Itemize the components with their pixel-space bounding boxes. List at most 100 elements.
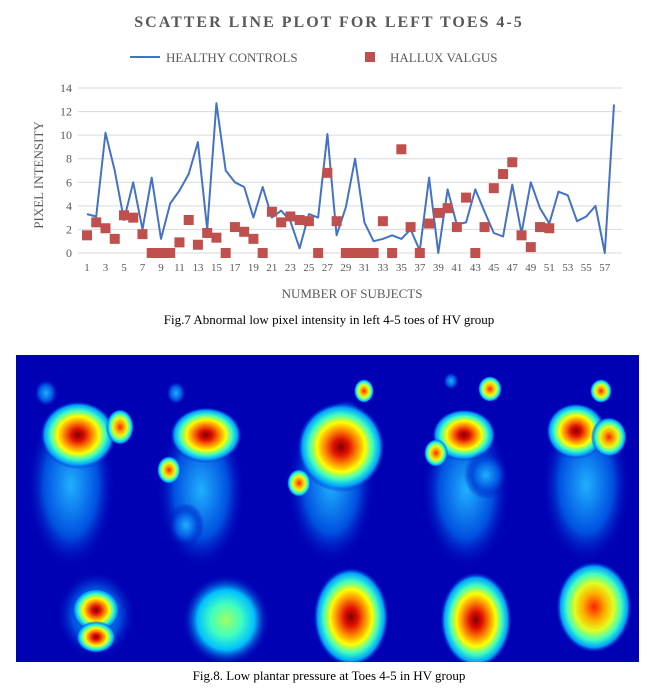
hallux-valgus-point xyxy=(535,222,546,233)
hallux-valgus-point xyxy=(192,239,203,250)
hallux-valgus-point xyxy=(322,167,333,178)
hallux-valgus-point xyxy=(396,144,407,155)
hallux-valgus-point xyxy=(165,248,176,258)
hallux-valgus-point xyxy=(202,227,213,238)
figure-7-caption: Fig.7 Abnormal low pixel intensity in le… xyxy=(163,312,495,327)
hallux-valgus-point xyxy=(146,248,157,258)
hallux-valgus-point xyxy=(340,248,351,258)
x-tick-label: 1 xyxy=(84,262,90,274)
x-tick-label: 25 xyxy=(303,262,315,274)
x-tick-label: 43 xyxy=(470,262,482,274)
hallux-valgus-point xyxy=(451,222,462,233)
x-tick-label: 41 xyxy=(451,262,462,274)
hallux-valgus-point xyxy=(285,211,296,222)
hallux-valgus-point xyxy=(414,248,425,258)
hallux-valgus-point xyxy=(516,230,527,241)
healthy-controls-series xyxy=(86,102,615,254)
chart-title: SCATTER LINE PLOT FOR LEFT TOES 4-5 xyxy=(134,14,524,31)
y-tick-label: 2 xyxy=(66,222,72,236)
figure-8-caption: Fig.8. Low plantar pressure at Toes 4-5 … xyxy=(192,668,466,683)
hallux-valgus-point xyxy=(220,248,231,258)
x-tick-label: 39 xyxy=(433,262,445,274)
hallux-valgus-point xyxy=(405,222,416,233)
y-tick-label: 0 xyxy=(66,246,72,260)
hallux-valgus-point xyxy=(350,248,361,258)
scatter-line-chart: SCATTER LINE PLOT FOR LEFT TOES 4-5 HEAL… xyxy=(31,14,622,301)
hallux-valgus-point xyxy=(498,169,509,180)
x-tick-label: 35 xyxy=(396,262,408,274)
hallux-valgus-point xyxy=(276,217,287,228)
x-tick-label: 17 xyxy=(229,262,241,274)
hallux-valgus-point xyxy=(257,248,268,258)
x-axis-ticks: 1 3 5 7 9 11 13 15 17 19 21 23 25 27 29 31 33 35 37 39 41 43 4… xyxy=(84,262,611,274)
hallux-valgus-point xyxy=(91,217,102,228)
hallux-valgus-point xyxy=(239,226,250,237)
x-tick-label: 47 xyxy=(507,262,519,274)
y-tick-label: 12 xyxy=(60,105,72,119)
hallux-valgus-point xyxy=(359,248,370,258)
legend-hallux-valgus: HALLUX VALGUS xyxy=(390,50,498,65)
x-tick-label: 23 xyxy=(285,262,297,274)
x-tick-label: 11 xyxy=(174,262,185,274)
x-tick-label: 57 xyxy=(599,262,611,274)
x-tick-label: 51 xyxy=(544,262,555,274)
hallux-valgus-point xyxy=(266,206,277,217)
hallux-valgus-point xyxy=(313,248,324,258)
hallux-valgus-point xyxy=(525,242,536,253)
hallux-valgus-point xyxy=(100,223,111,234)
hallux-valgus-point xyxy=(424,218,435,229)
hallux-valgus-point xyxy=(128,212,139,223)
hallux-valgus-point xyxy=(294,215,305,225)
x-tick-label: 29 xyxy=(340,262,352,274)
healthy-controls-line xyxy=(86,102,615,254)
hallux-valgus-series xyxy=(82,144,555,258)
hallux-valgus-point xyxy=(174,237,185,248)
hallux-valgus-point xyxy=(109,233,120,244)
x-axis-label: NUMBER OF SUBJECTS xyxy=(282,286,423,301)
x-tick-label: 31 xyxy=(359,262,370,274)
hallux-valgus-point xyxy=(137,229,148,240)
y-axis-ticks: 0 2 4 6 8 10 12 14 xyxy=(60,81,72,260)
hallux-valgus-point xyxy=(433,207,444,218)
x-tick-label: 33 xyxy=(377,262,389,274)
hallux-valgus-point xyxy=(387,248,398,258)
x-tick-label: 19 xyxy=(248,262,260,274)
y-tick-label: 14 xyxy=(60,81,72,95)
x-tick-label: 27 xyxy=(322,262,334,274)
x-tick-label: 55 xyxy=(581,262,593,274)
x-tick-label: 53 xyxy=(562,262,574,274)
x-tick-label: 3 xyxy=(103,262,109,274)
legend-marker-swatch xyxy=(365,52,375,62)
hallux-valgus-point xyxy=(377,216,388,227)
hallux-valgus-point xyxy=(229,222,240,233)
plantar-pressure-heatmap-image xyxy=(16,355,639,662)
y-tick-label: 10 xyxy=(60,128,72,142)
x-tick-label: 45 xyxy=(488,262,500,274)
x-tick-label: 49 xyxy=(525,262,537,274)
chart-legend: HEALTHY CONTROLS HALLUX VALGUS xyxy=(130,50,498,65)
hallux-valgus-point xyxy=(331,216,342,227)
y-tick-label: 8 xyxy=(66,152,72,166)
hallux-valgus-point xyxy=(183,215,194,225)
x-tick-label: 21 xyxy=(266,262,277,274)
y-tick-label: 6 xyxy=(66,175,72,189)
hallux-valgus-point xyxy=(211,232,222,243)
hallux-valgus-point xyxy=(303,216,314,227)
hallux-valgus-point xyxy=(479,222,490,233)
y-axis-label: PIXEL INTENSITY xyxy=(31,121,46,229)
hallux-valgus-point xyxy=(118,210,129,221)
x-tick-label: 9 xyxy=(158,262,164,274)
hallux-valgus-point xyxy=(442,203,453,214)
x-tick-label: 5 xyxy=(121,262,127,274)
x-tick-label: 13 xyxy=(192,262,204,274)
hallux-valgus-point xyxy=(470,248,481,258)
x-tick-label: 7 xyxy=(140,262,146,274)
x-tick-label: 37 xyxy=(414,262,426,274)
hallux-valgus-point xyxy=(248,233,259,244)
hallux-valgus-point xyxy=(368,248,379,258)
hallux-valgus-point xyxy=(461,192,472,203)
legend-healthy-controls: HEALTHY CONTROLS xyxy=(166,50,298,65)
hallux-valgus-point xyxy=(507,157,518,168)
hallux-valgus-point xyxy=(488,183,499,194)
x-tick-label: 15 xyxy=(211,262,223,274)
